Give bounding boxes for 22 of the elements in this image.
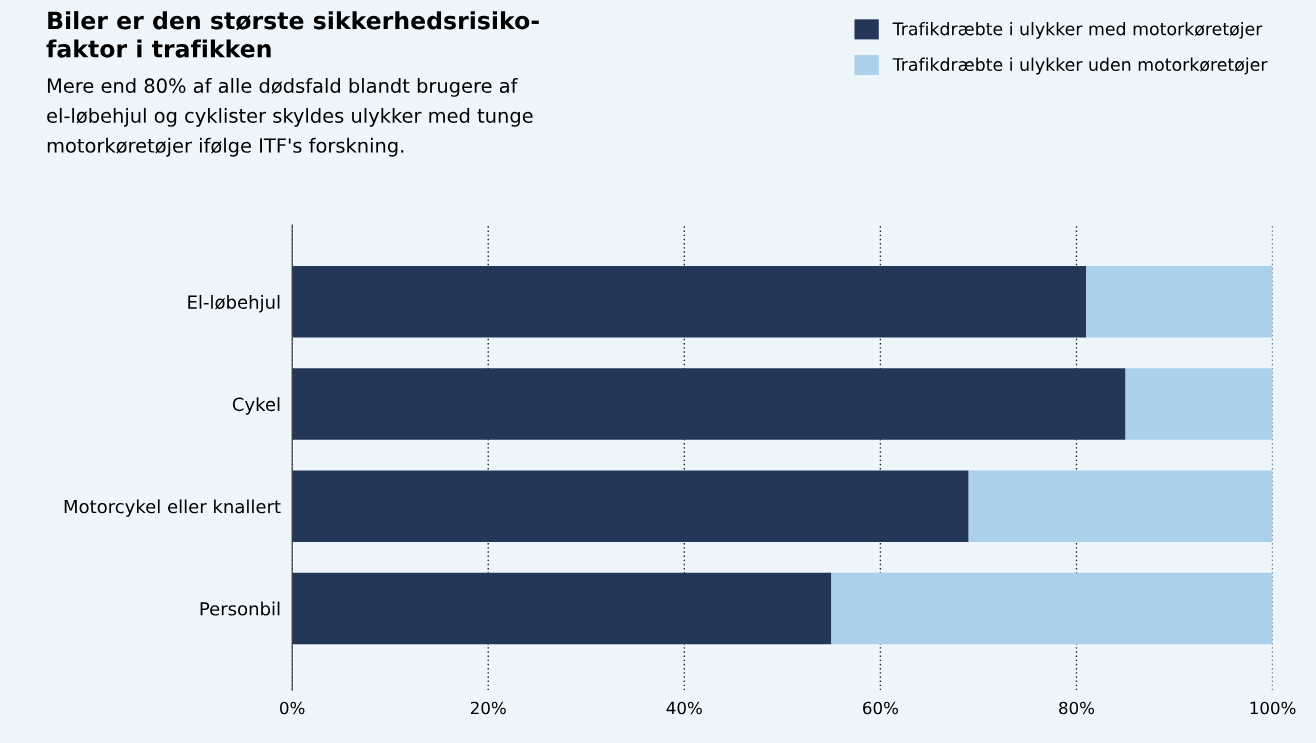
x-tick-label: 80%	[1059, 701, 1095, 715]
x-tick-label: 20%	[470, 701, 506, 715]
bar	[292, 266, 1087, 338]
bar	[292, 368, 1126, 440]
bar	[292, 572, 832, 645]
x-tick-label: 0%	[280, 701, 305, 715]
chart-subtitle: Mere end 80% af alle dødsfald blandt brugere af el-løbehjul og cyklister skyldes ulykker med tunge motorkøretøjer ifølge ITF's forskning.	[47, 78, 533, 157]
chart-title: Biler er den største sikkerhedsrisiko- faktor i trafikken	[46, 11, 539, 58]
bar	[1125, 368, 1273, 440]
bar	[292, 470, 969, 543]
x-tick-label: 100%	[1250, 701, 1296, 715]
y-tick-label: Cykel	[232, 397, 280, 415]
legend-label: Trafikdræbte i ulykker uden motorkøretøjer	[892, 57, 1268, 75]
x-tick-label: 60%	[863, 701, 899, 715]
legend-label: Trafikdræbte i ulykker med motorkøretøjer	[892, 21, 1263, 39]
y-tick-label: Motorcykel eller knallert	[64, 499, 281, 517]
y-tick-label: El-løbehjul	[188, 294, 280, 313]
x-tick-label: 40%	[666, 701, 702, 715]
bar	[1086, 266, 1273, 338]
y-tick-label: Personbil	[200, 601, 280, 616]
bar	[968, 470, 1273, 543]
bar	[831, 572, 1273, 645]
